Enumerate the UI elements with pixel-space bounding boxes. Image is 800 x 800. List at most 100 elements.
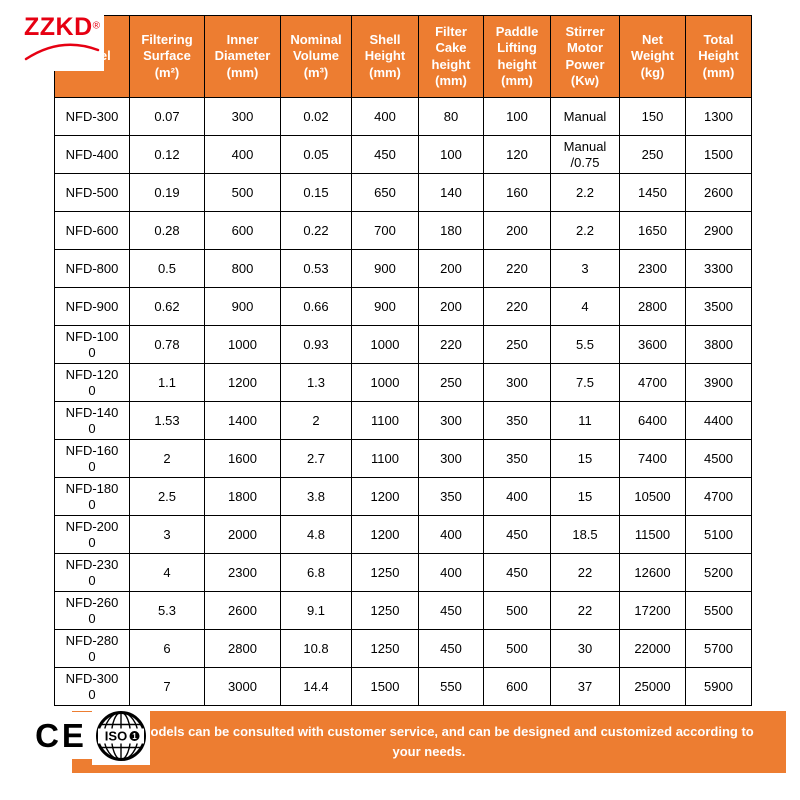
iso-digit-disc bbox=[129, 731, 140, 741]
value-cell: 14.4 bbox=[280, 667, 352, 706]
value-cell: 22 bbox=[550, 591, 620, 630]
value-cell: 150 bbox=[619, 97, 686, 136]
value-cell: 100 bbox=[418, 135, 484, 174]
value-cell: 1800 bbox=[204, 477, 281, 516]
value-cell: 4400 bbox=[685, 401, 752, 440]
model-cell: NFD-800 bbox=[54, 249, 130, 288]
value-cell: 1500 bbox=[685, 135, 752, 174]
value-cell: 6.8 bbox=[280, 553, 352, 592]
value-cell: 11 bbox=[550, 401, 620, 440]
value-cell: 3300 bbox=[685, 249, 752, 288]
column-header-1: Filtering Surface (m²) bbox=[129, 15, 205, 98]
value-cell: 1450 bbox=[619, 173, 686, 212]
value-cell: 17200 bbox=[619, 591, 686, 630]
model-cell: NFD-2000 bbox=[54, 515, 130, 554]
value-cell: 5100 bbox=[685, 515, 752, 554]
value-cell: 4700 bbox=[619, 363, 686, 402]
value-cell: 0.19 bbox=[129, 173, 205, 212]
value-cell: 1200 bbox=[351, 515, 419, 554]
value-cell: 220 bbox=[483, 287, 551, 326]
model-cell: NFD-400 bbox=[54, 135, 130, 174]
value-cell: 12600 bbox=[619, 553, 686, 592]
iso-label: ISO bbox=[105, 729, 127, 744]
value-cell: 120 bbox=[483, 135, 551, 174]
value-cell: 0.15 bbox=[280, 173, 352, 212]
value-cell: 5900 bbox=[685, 667, 752, 706]
model-cell: NFD-300 bbox=[54, 97, 130, 136]
table-row: NFD-1200 1.1 1200 1.3 1000 250 300 7.5 4700 3900 bbox=[54, 363, 752, 402]
value-cell: 1250 bbox=[351, 553, 419, 592]
value-cell: 0.28 bbox=[129, 211, 205, 250]
table-row: NFD-2300 4 2300 6.8 1250 400 450 22 12600 5200 bbox=[54, 553, 752, 592]
value-cell: 3 bbox=[129, 515, 205, 554]
footer-note-bar: More models can be consulted with custom… bbox=[72, 711, 786, 774]
value-cell: 450 bbox=[418, 591, 484, 630]
value-cell: 0.5 bbox=[129, 249, 205, 288]
value-cell: 2300 bbox=[204, 553, 281, 592]
value-cell: 1200 bbox=[204, 363, 281, 402]
value-cell: 1650 bbox=[619, 211, 686, 250]
value-cell: 80 bbox=[418, 97, 484, 136]
value-cell: 450 bbox=[483, 515, 551, 554]
value-cell: 300 bbox=[418, 401, 484, 440]
table-row: NFD-2600 5.3 2600 9.1 1250 450 500 22 17200 5500 bbox=[54, 591, 752, 630]
value-cell: 1100 bbox=[351, 439, 419, 478]
value-cell: 37 bbox=[550, 667, 620, 706]
value-cell: 11500 bbox=[619, 515, 686, 554]
value-cell: 4700 bbox=[685, 477, 752, 516]
iso-digit: 1 bbox=[132, 732, 137, 741]
value-cell: 18.5 bbox=[550, 515, 620, 554]
value-cell: 0.66 bbox=[280, 287, 352, 326]
value-cell: 2000 bbox=[204, 515, 281, 554]
table-row: NFD-800 0.5 800 0.53 900 200 220 3 2300 3300 bbox=[54, 249, 752, 288]
value-cell: 350 bbox=[483, 439, 551, 478]
value-cell: 2800 bbox=[204, 629, 281, 668]
iso-globe-icon: ISO 1 bbox=[96, 711, 146, 761]
value-cell: 4.8 bbox=[280, 515, 352, 554]
value-cell: 500 bbox=[483, 591, 551, 630]
value-cell: 400 bbox=[351, 97, 419, 136]
value-cell: 5200 bbox=[685, 553, 752, 592]
value-cell: 900 bbox=[204, 287, 281, 326]
table-row: NFD-2000 3 2000 4.8 1200 400 450 18.5 11500 5100 bbox=[54, 515, 752, 554]
value-cell: 250 bbox=[619, 135, 686, 174]
value-cell: 180 bbox=[418, 211, 484, 250]
value-cell: 7.5 bbox=[550, 363, 620, 402]
value-cell: 700 bbox=[351, 211, 419, 250]
value-cell: 100 bbox=[483, 97, 551, 136]
table-row: NFD-3000 7 3000 14.4 1500 550 600 37 25000 5900 bbox=[54, 667, 752, 706]
value-cell: 4 bbox=[550, 287, 620, 326]
iso-mark-badge: ISO 1 bbox=[92, 707, 150, 765]
table-row: NFD-1400 1.53 1400 2 1100 300 350 11 6400 4400 bbox=[54, 401, 752, 440]
value-cell: 3500 bbox=[685, 287, 752, 326]
value-cell: 30 bbox=[550, 629, 620, 668]
value-cell: 5.3 bbox=[129, 591, 205, 630]
value-cell: 5.5 bbox=[550, 325, 620, 364]
value-cell: 2 bbox=[129, 439, 205, 478]
value-cell: 2.2 bbox=[550, 211, 620, 250]
value-cell: 5500 bbox=[685, 591, 752, 630]
value-cell: 3.8 bbox=[280, 477, 352, 516]
value-cell: 1100 bbox=[351, 401, 419, 440]
value-cell: 650 bbox=[351, 173, 419, 212]
value-cell: 2600 bbox=[204, 591, 281, 630]
value-cell: 2800 bbox=[619, 287, 686, 326]
value-cell: 400 bbox=[204, 135, 281, 174]
value-cell: 250 bbox=[418, 363, 484, 402]
value-cell: 1250 bbox=[351, 591, 419, 630]
value-cell: 3000 bbox=[204, 667, 281, 706]
value-cell: 220 bbox=[418, 325, 484, 364]
value-cell: 900 bbox=[351, 249, 419, 288]
footer-note-text: More models can be consulted with custom… bbox=[104, 724, 754, 760]
table-row: NFD-600 0.28 600 0.22 700 180 200 2.2 1650 2900 bbox=[54, 211, 752, 250]
value-cell: 600 bbox=[204, 211, 281, 250]
value-cell: 550 bbox=[418, 667, 484, 706]
value-cell: 300 bbox=[483, 363, 551, 402]
value-cell: 3800 bbox=[685, 325, 752, 364]
table-row: NFD-400 0.12 400 0.05 450 100 120 Manual /0.75 2… bbox=[54, 135, 752, 174]
column-header-5: Filter Cake height (mm) bbox=[418, 15, 484, 98]
value-cell: 220 bbox=[483, 249, 551, 288]
value-cell: 250 bbox=[483, 325, 551, 364]
model-cell: NFD-600 bbox=[54, 211, 130, 250]
model-cell: NFD-1800 bbox=[54, 477, 130, 516]
